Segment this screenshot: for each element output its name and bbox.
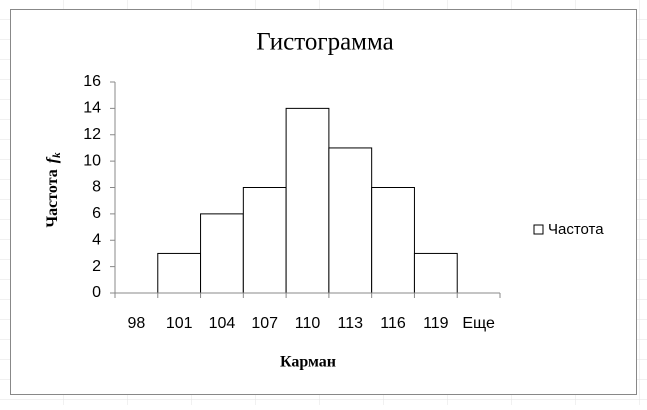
x-axis-label: Карман [280,354,336,371]
bar [285,107,330,294]
y-axis-label-text: Частота [44,169,61,227]
y-tick-label: 10 [83,152,101,169]
legend: Частота [533,221,604,238]
bar [413,252,458,294]
y-tick-label: 14 [83,100,101,117]
x-tick-label: 110 [295,315,321,332]
y-tick-label: 4 [92,231,101,248]
x-tick-label: 101 [166,315,193,332]
y-tick-label: 12 [83,126,101,143]
y-axis-label-subscript: k [51,152,63,158]
y-tick-label: 8 [92,179,101,196]
y-tick-label: 16 [83,73,101,90]
x-tick-label: 113 [338,315,364,332]
y-tick-label: 0 [92,284,101,301]
x-tick-label: 104 [209,315,236,332]
bar [157,252,202,294]
y-axis-label-symbol: f [44,156,61,163]
x-tick-label: 98 [127,315,145,332]
y-axis-label: Частота fk [44,152,63,228]
x-tick-label: 119 [423,315,449,332]
y-tick-label: 2 [92,258,101,275]
y-tick-label: 6 [92,205,101,222]
bar [371,187,415,294]
x-tick-label: 116 [380,315,406,332]
bar [328,147,373,294]
legend-swatch [533,224,544,235]
chart-title: Гистограмма [256,29,394,56]
x-tick-label: Еще [462,315,495,332]
legend-label: Частота [548,221,604,238]
bar [242,187,287,294]
x-tick-label: 107 [251,315,278,332]
bar [200,213,244,294]
